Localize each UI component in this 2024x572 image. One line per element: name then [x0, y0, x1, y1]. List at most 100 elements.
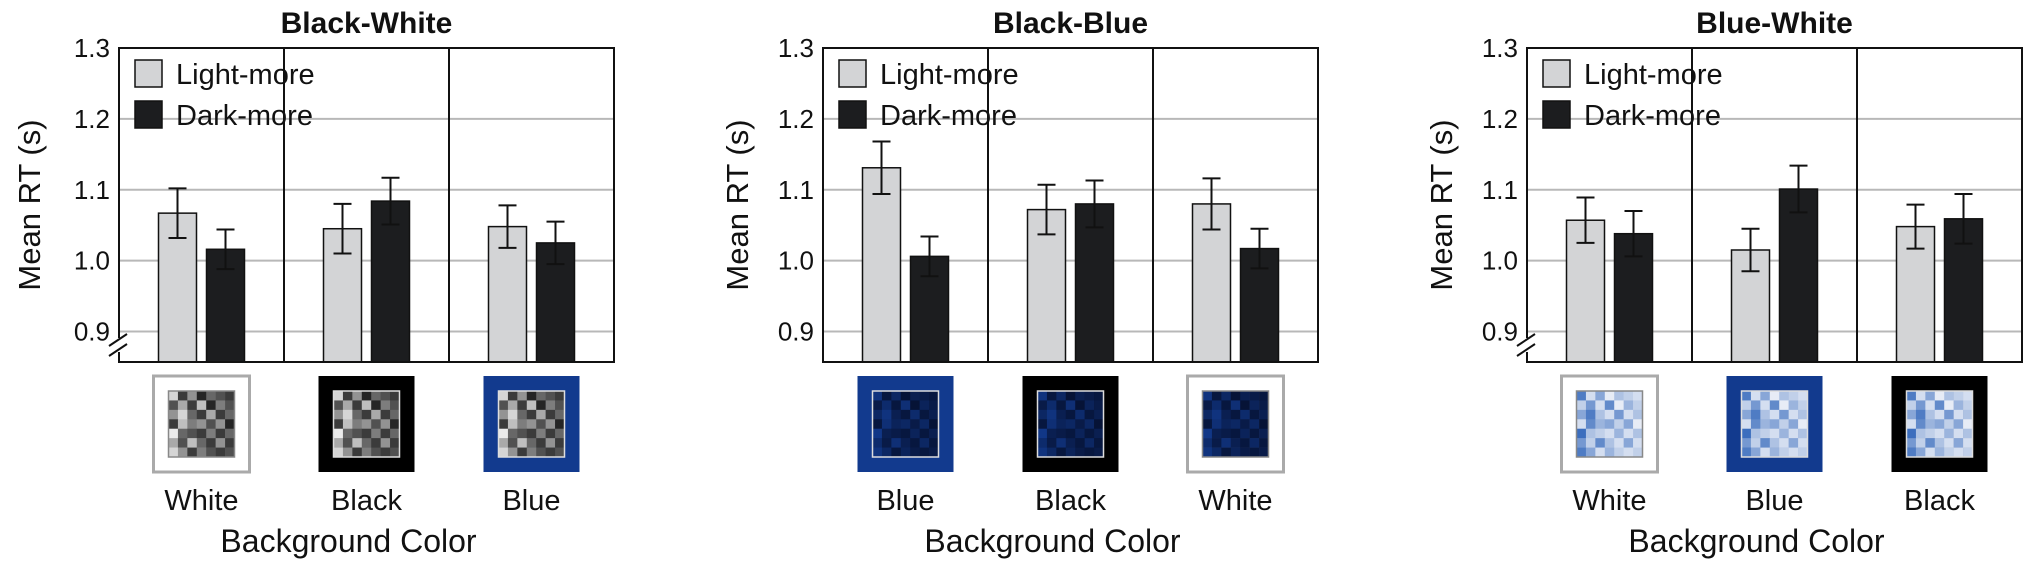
- y-tick-label: 1.3: [74, 33, 110, 63]
- swatch-cell: [1259, 400, 1269, 411]
- swatch-cell: [1750, 428, 1761, 439]
- swatch-cell: [891, 409, 902, 420]
- swatch-cell: [1925, 391, 1936, 401]
- swatch-cell: [361, 438, 372, 448]
- legend-swatch: [134, 59, 163, 88]
- legend-swatch: [1542, 100, 1571, 129]
- swatch-cell: [1623, 428, 1634, 439]
- swatch-cell: [1934, 419, 1945, 430]
- swatch-cell: [1576, 419, 1587, 430]
- swatch-cell: [1046, 438, 1057, 448]
- swatch-cell: [1595, 447, 1606, 458]
- swatch-cell: [526, 409, 537, 420]
- swatch-cell: [342, 438, 353, 448]
- y-tick-label: 1.3: [778, 33, 814, 63]
- error-bar: [1202, 177, 1221, 231]
- swatch-cell: [1953, 409, 1964, 420]
- swatch-cell: [1915, 428, 1926, 439]
- swatch-cell: [333, 400, 344, 411]
- swatch-cell: [1906, 438, 1917, 448]
- legend-swatch: [134, 100, 163, 129]
- swatch-cell: [187, 391, 198, 401]
- swatch-cell: [342, 391, 353, 401]
- swatch-cell: [371, 391, 381, 401]
- swatch-cell: [380, 447, 391, 458]
- x-category-label: Blue: [502, 485, 560, 517]
- swatch-cell: [1065, 400, 1076, 411]
- swatch-cell: [1230, 419, 1241, 430]
- y-tick-label: 1.2: [778, 104, 814, 134]
- swatch-cell: [1585, 409, 1596, 420]
- swatch-cell: [536, 428, 546, 439]
- swatch-cell: [196, 428, 207, 439]
- swatch-cell: [1788, 400, 1799, 411]
- swatch-cell: [555, 391, 565, 401]
- swatch-cell: [1221, 409, 1232, 420]
- swatch-cell: [1065, 391, 1076, 401]
- swatch-cell: [187, 438, 198, 448]
- swatch-cell: [1094, 400, 1104, 411]
- swatch-cell: [1046, 419, 1057, 430]
- swatch-cell: [1633, 447, 1643, 458]
- swatch-cell: [168, 428, 179, 439]
- swatch-cell: [1944, 409, 1954, 420]
- x-category-label: White: [164, 485, 238, 517]
- swatch-cell: [342, 447, 353, 458]
- swatch-cell: [517, 419, 528, 430]
- swatch-cell: [498, 409, 509, 420]
- swatch-cell: [919, 419, 930, 430]
- error-bar: [1789, 164, 1808, 214]
- swatch-cell: [1741, 419, 1752, 430]
- error-bar: [1906, 203, 1925, 250]
- swatch-cell: [1056, 428, 1067, 439]
- legend-swatch: [838, 59, 867, 88]
- legend-label: Dark-more: [1584, 100, 1721, 132]
- swatch-cell: [1779, 428, 1789, 439]
- swatch-cell: [1906, 400, 1917, 411]
- swatch-cell: [1944, 419, 1954, 430]
- swatch-cell: [1084, 428, 1095, 439]
- legend-label: Light-more: [1584, 59, 1723, 91]
- swatch-cell: [1779, 391, 1789, 401]
- y-tick-label: 0.9: [74, 317, 110, 347]
- swatch-cell: [333, 438, 344, 448]
- swatch-cell: [1065, 419, 1076, 430]
- swatch-cell: [390, 428, 400, 439]
- swatch-cell: [1633, 409, 1643, 420]
- swatch-cell: [1075, 447, 1085, 458]
- swatch-cell: [390, 419, 400, 430]
- swatch-cell: [1037, 400, 1048, 411]
- swatch-cell: [910, 409, 920, 420]
- swatch-cell: [215, 419, 226, 430]
- swatch-cell: [1585, 428, 1596, 439]
- swatch-cell: [1037, 438, 1048, 448]
- swatch-cell: [1240, 447, 1250, 458]
- swatch-cell: [1202, 419, 1213, 430]
- swatch-cell: [1750, 438, 1761, 448]
- swatch-cell: [1037, 419, 1048, 430]
- swatch-cell: [1906, 428, 1917, 439]
- swatch-cell: [380, 400, 391, 411]
- swatch-cell: [1963, 438, 1973, 448]
- swatch-cell: [1604, 447, 1615, 458]
- swatch-cell: [1595, 391, 1606, 401]
- swatch-cell: [919, 391, 930, 401]
- swatch-cell: [1046, 409, 1057, 420]
- swatch-cell: [1906, 419, 1917, 430]
- swatch-cell: [900, 391, 911, 401]
- legend-label: Light-more: [176, 59, 315, 91]
- error-bar: [1954, 193, 1973, 245]
- swatch-cell: [1585, 391, 1596, 401]
- swatch-cell: [215, 400, 226, 411]
- swatch-cell: [1633, 400, 1643, 411]
- swatch-cell: [1779, 447, 1789, 458]
- x-category-label: White: [1198, 485, 1272, 517]
- stimulus-swatch-blue: [483, 376, 580, 472]
- swatch-cell: [1075, 419, 1085, 430]
- y-tick-label: 1.2: [74, 104, 110, 134]
- swatch-cell: [1230, 391, 1241, 401]
- y-tick-label: 1.2: [1482, 104, 1518, 134]
- swatch-cell: [1259, 438, 1269, 448]
- stimulus-swatch-white: [152, 374, 251, 474]
